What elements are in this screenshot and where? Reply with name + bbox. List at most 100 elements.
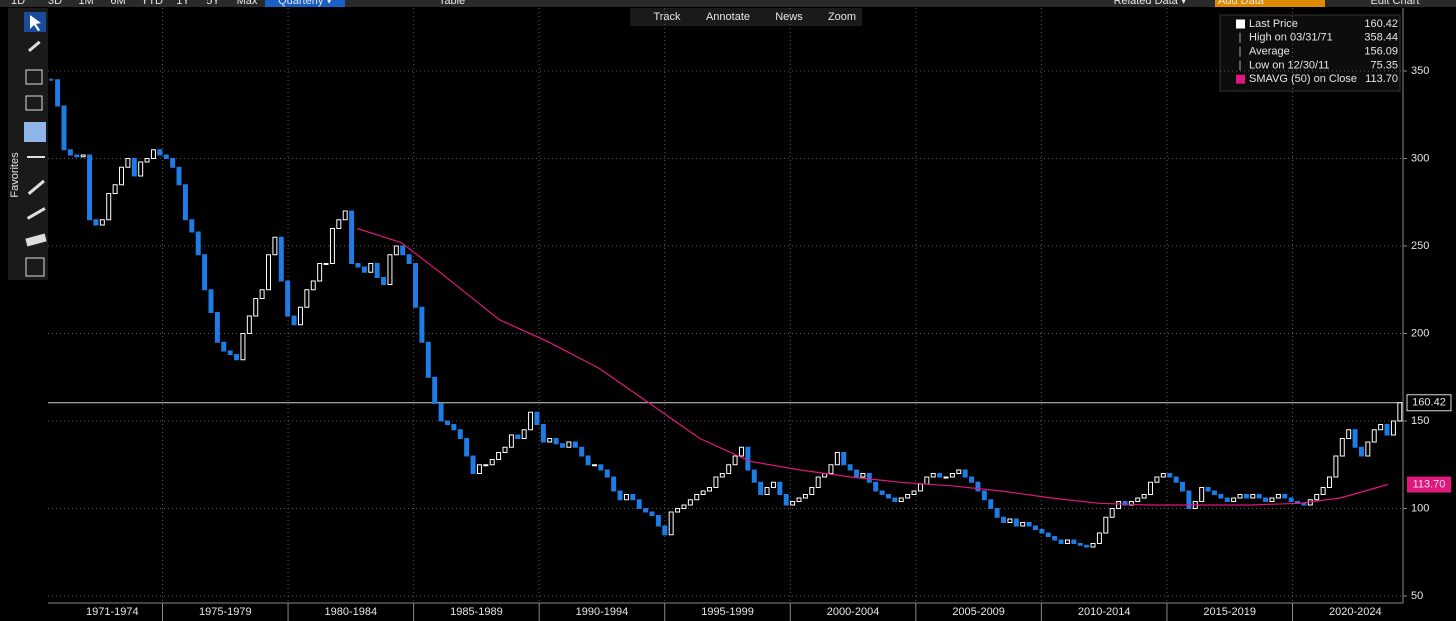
candle: [1390, 420, 1396, 436]
range-button[interactable]: 6M: [110, 0, 125, 7]
x-tick-label: 2015-2019: [1203, 606, 1256, 618]
candle: [502, 446, 508, 453]
chart-tool[interactable]: News: [775, 11, 803, 23]
candle: [419, 306, 425, 343]
tool-icons: [24, 40, 47, 277]
candle: [745, 446, 751, 471]
sma-line: [356, 227, 1389, 506]
candle: [483, 464, 489, 467]
range-button[interactable]: 1D: [11, 0, 25, 7]
candle: [1096, 532, 1102, 544]
candle: [956, 469, 962, 474]
candle: [227, 350, 233, 355]
candle: [1013, 518, 1019, 527]
candle: [291, 315, 297, 326]
x-tick-label: 1980-1984: [325, 606, 378, 618]
candle: [1039, 529, 1045, 534]
period-button[interactable]: [265, 0, 345, 7]
candle: [208, 289, 214, 313]
sma-tag-label: 113.70: [1413, 478, 1446, 490]
y-tick-label: 100: [1411, 502, 1429, 514]
candle: [1282, 494, 1288, 499]
range-button[interactable]: 3D: [48, 0, 62, 7]
x-tick-label: 1990-1994: [576, 606, 629, 618]
y-tick-label: 50: [1411, 590, 1423, 602]
candle: [860, 473, 866, 478]
candle: [1237, 494, 1243, 499]
candle: [1077, 543, 1083, 546]
candle: [1026, 522, 1032, 527]
candle: [1007, 518, 1013, 523]
candle: [278, 236, 284, 282]
candle: [886, 494, 891, 499]
top-toolbar: [0, 0, 1456, 7]
legend-value: 358.44: [1364, 32, 1398, 44]
candle: [579, 446, 585, 457]
range-button[interactable]: Max: [237, 0, 258, 7]
candle: [400, 245, 406, 256]
candle: [994, 508, 1000, 518]
candle: [560, 443, 565, 448]
candle: [707, 487, 713, 492]
candle: [841, 452, 847, 466]
range-button[interactable]: 1M: [78, 0, 93, 7]
candle: [924, 476, 930, 485]
candle: [1320, 487, 1326, 495]
candle: [144, 158, 150, 163]
candle: [604, 469, 610, 478]
candle: [547, 438, 553, 443]
candle: [854, 469, 860, 478]
chart-tool[interactable]: Zoom: [828, 11, 856, 23]
candle: [572, 441, 578, 448]
candle: [67, 149, 73, 156]
candle: [336, 219, 342, 229]
candle: [802, 494, 808, 499]
candle: [1173, 476, 1179, 483]
range-button[interactable]: 1Y: [176, 0, 190, 7]
candle: [1199, 487, 1205, 502]
range-button[interactable]: YTD: [141, 0, 163, 7]
candle: [1218, 494, 1224, 499]
candle: [713, 476, 719, 488]
candle: [1314, 494, 1320, 501]
legend-label: Low on 12/30/11: [1249, 59, 1330, 71]
candle: [1122, 501, 1128, 506]
candle: [349, 210, 355, 264]
candle: [777, 481, 783, 495]
period-label[interactable]: Quarterly ▾: [278, 0, 332, 7]
x-tick-label: 2010-2014: [1078, 606, 1131, 618]
chart-tool[interactable]: Annotate: [706, 11, 750, 23]
edit-chart[interactable]: Edit Chart: [1371, 0, 1420, 7]
candle: [234, 354, 240, 361]
candle: [962, 469, 968, 478]
candle: [1186, 490, 1192, 509]
candle: [1288, 497, 1294, 502]
candle: [643, 508, 649, 513]
candle: [304, 289, 310, 308]
candle: [1205, 487, 1211, 492]
candle: [253, 298, 259, 317]
candle: [1365, 441, 1371, 457]
candle: [406, 254, 412, 264]
x-tick-label: 1971-1974: [86, 606, 139, 618]
candle: [508, 434, 514, 448]
add-data[interactable]: Add Data: [1218, 0, 1265, 7]
candle: [943, 476, 949, 479]
candle: [809, 487, 815, 495]
candle: [917, 483, 923, 492]
related-data[interactable]: Related Data ▾: [1114, 0, 1187, 7]
chart-tool[interactable]: Track: [653, 11, 681, 23]
candle: [470, 455, 476, 474]
candle: [1154, 476, 1160, 483]
candle: [1352, 429, 1358, 448]
table-button[interactable]: Table: [439, 0, 465, 7]
candle: [361, 266, 367, 273]
range-button[interactable]: 5Y: [206, 0, 220, 7]
candle: [553, 438, 559, 445]
candle: [297, 306, 303, 326]
candle: [1103, 516, 1109, 534]
candle: [687, 499, 693, 506]
candle: [1109, 508, 1115, 518]
add-data-field[interactable]: [1215, 0, 1325, 7]
legend-value: 156.09: [1364, 46, 1398, 58]
